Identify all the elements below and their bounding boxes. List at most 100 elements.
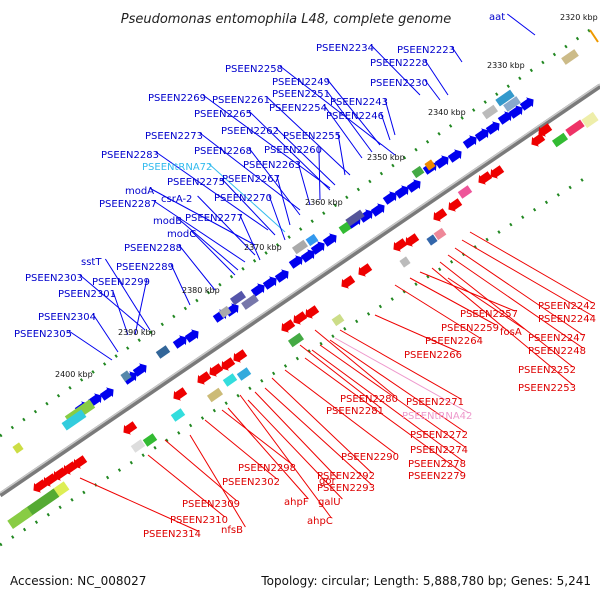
gene-label-nfsb[interactable]: nfsB — [221, 525, 243, 536]
feature-block — [433, 227, 447, 241]
gene-label-pseen2242[interactable]: PSEEN2242 — [538, 301, 596, 312]
leader-line — [79, 274, 146, 331]
gene-label-pseen2263[interactable]: PSEEN2263 — [243, 160, 301, 171]
gene-label-pseen2272[interactable]: PSEEN2272 — [410, 430, 468, 441]
gene-label-pseen2243[interactable]: PSEEN2243 — [330, 97, 388, 108]
leader-line — [276, 175, 291, 226]
gene-label-pseen2278[interactable]: PSEEN2278 — [408, 459, 466, 470]
feature-track — [7, 29, 599, 529]
gene-label-pseen2309[interactable]: PSEEN2309 — [182, 499, 240, 510]
feature-block — [305, 233, 319, 247]
leader-line — [92, 313, 119, 353]
reverse-gene-arrow — [293, 311, 308, 325]
gene-label-pseen2258[interactable]: PSEEN2258 — [225, 64, 283, 75]
reverse-gene-arrow — [405, 233, 420, 247]
gene-label-pseen2273[interactable]: PSEEN2273 — [145, 131, 203, 142]
leader-line — [424, 59, 449, 96]
gene-label-pseen2260[interactable]: PSEEN2260 — [264, 145, 322, 156]
leader-line — [248, 147, 301, 216]
gene-label-pseen2279[interactable]: PSEEN2279 — [408, 471, 466, 482]
gene-label-ahpf[interactable]: ahpF — [284, 497, 309, 508]
gene-label-pseen2268[interactable]: PSEEN2268 — [194, 146, 252, 157]
forward-gene-arrow — [508, 105, 523, 119]
gene-label-pseen2302[interactable]: PSEEN2302 — [222, 477, 280, 488]
gene-label-pseen2288[interactable]: PSEEN2288 — [124, 243, 182, 254]
gene-label-pseen2223[interactable]: PSEEN2223 — [397, 45, 455, 56]
gene-label-pseen2254[interactable]: PSEEN2254 — [269, 103, 327, 114]
gene-label-pseen2289[interactable]: PSEEN2289 — [116, 262, 174, 273]
leader-line — [204, 419, 278, 480]
gene-label-pseen2299[interactable]: PSEEN2299 — [92, 277, 150, 288]
gene-label-pseen2252[interactable]: PSEEN2252 — [518, 365, 576, 376]
gene-label-pseen2228[interactable]: PSEEN2228 — [370, 58, 428, 69]
gene-label-pseen2287[interactable]: PSEEN2287 — [99, 199, 157, 210]
gene-label-pseen2290[interactable]: PSEEN2290 — [341, 452, 399, 463]
gene-label-pseen2261[interactable]: PSEEN2261 — [212, 95, 270, 106]
gene-label-pseen2298[interactable]: PSEEN2298 — [238, 463, 296, 474]
gene-label-pseen2249[interactable]: PSEEN2249 — [272, 77, 330, 88]
gene-label-pseen2264[interactable]: PSEEN2264 — [425, 336, 483, 347]
gene-label-pseen2262[interactable]: PSEEN2262 — [221, 126, 279, 137]
gene-label-pseen2259[interactable]: PSEEN2259 — [441, 323, 499, 334]
gene-label-pseen2257[interactable]: PSEEN2257 — [460, 309, 518, 320]
gene-label-pseen2292[interactable]: PSEEN2292 — [317, 471, 375, 482]
leader-line — [318, 146, 321, 201]
gene-label-pseentrna42[interactable]: PSEENtRNA42 — [402, 411, 472, 422]
gene-label-pseen2251[interactable]: PSEEN2251 — [272, 89, 330, 100]
leader-line — [178, 244, 216, 291]
gene-label-pseen2265[interactable]: PSEEN2265 — [194, 109, 252, 120]
gene-label-pseen2280[interactable]: PSEEN2280 — [340, 394, 398, 405]
gene-label-pseen2248[interactable]: PSEEN2248 — [528, 346, 586, 357]
forward-gene-arrow — [262, 276, 277, 290]
gene-label-pseen2246[interactable]: PSEEN2246 — [326, 111, 384, 122]
gene-label-gor[interactable]: gor — [319, 476, 336, 487]
gene-label-modb[interactable]: modB — [153, 216, 182, 227]
gene-label-pseen2303[interactable]: PSEEN2303 — [25, 273, 83, 284]
gene-label-pseen2293[interactable]: PSEEN2293 — [317, 483, 375, 494]
reverse-gene-arrow — [393, 238, 408, 252]
leader-line — [68, 330, 113, 361]
forward-gene-arrow — [519, 97, 534, 111]
gene-label-moda[interactable]: modA — [125, 186, 154, 197]
forward-gene-arrow — [497, 111, 512, 125]
gene-label-pseen2234[interactable]: PSEEN2234 — [316, 43, 374, 54]
leader-line — [164, 439, 238, 502]
leader-line — [199, 132, 301, 211]
gene-label-ahpc[interactable]: ahpC — [307, 516, 333, 527]
leader-line — [170, 263, 191, 306]
gene-label-sstt[interactable]: sstT — [81, 257, 102, 268]
gene-label-pseen2310[interactable]: PSEEN2310 — [170, 515, 228, 526]
gene-label-pseen2255[interactable]: PSEEN2255 — [283, 131, 341, 142]
gene-label-pseen2269[interactable]: PSEEN2269 — [148, 93, 206, 104]
gene-label-pseen2267[interactable]: PSEEN2267 — [222, 174, 280, 185]
gene-label-pseen2283[interactable]: PSEEN2283 — [101, 150, 159, 161]
feature-block — [120, 370, 132, 382]
gene-label-pseen2305[interactable]: PSEEN2305 — [14, 329, 72, 340]
gene-label-pseen2270[interactable]: PSEEN2270 — [214, 193, 272, 204]
gene-label-pseen2247[interactable]: PSEEN2247 — [528, 333, 586, 344]
gene-label-pseen2266[interactable]: PSEEN2266 — [404, 350, 462, 361]
gene-label-pseentrna72[interactable]: PSEENtRNA72 — [142, 162, 212, 173]
reverse-gene-arrow — [233, 349, 248, 363]
gene-label-pseen2271[interactable]: PSEEN2271 — [406, 397, 464, 408]
gene-label-pseen2253[interactable]: PSEEN2253 — [518, 383, 576, 394]
gene-label-fosa[interactable]: fosA — [500, 327, 522, 338]
leader-line — [134, 278, 148, 336]
reverse-gene-arrow — [433, 208, 448, 222]
gene-label-pseen2244[interactable]: PSEEN2244 — [538, 314, 596, 325]
leader-line — [153, 200, 246, 263]
gene-label-galu[interactable]: galU — [318, 497, 341, 508]
gene-label-pseen2314[interactable]: PSEEN2314 — [143, 529, 201, 540]
gene-label-csra-2[interactable]: csrA-2 — [161, 194, 192, 205]
forward-gene-arrow — [474, 128, 489, 142]
gene-label-aat[interactable]: aat — [489, 12, 505, 23]
gene-label-pseen2275[interactable]: PSEEN2275 — [167, 177, 225, 188]
gene-label-modc[interactable]: modC — [167, 229, 196, 240]
gene-label-pseen2230[interactable]: PSEEN2230 — [370, 78, 428, 89]
topology-text: Topology: circular; Length: 5,888,780 bp… — [261, 574, 591, 588]
gene-label-pseen2304[interactable]: PSEEN2304 — [38, 312, 96, 323]
gene-label-pseen2301[interactable]: PSEEN2301 — [58, 289, 116, 300]
gene-label-pseen2274[interactable]: PSEEN2274 — [410, 445, 468, 456]
gene-label-pseen2277[interactable]: PSEEN2277 — [185, 213, 243, 224]
gene-label-pseen2281[interactable]: PSEEN2281 — [326, 406, 384, 417]
